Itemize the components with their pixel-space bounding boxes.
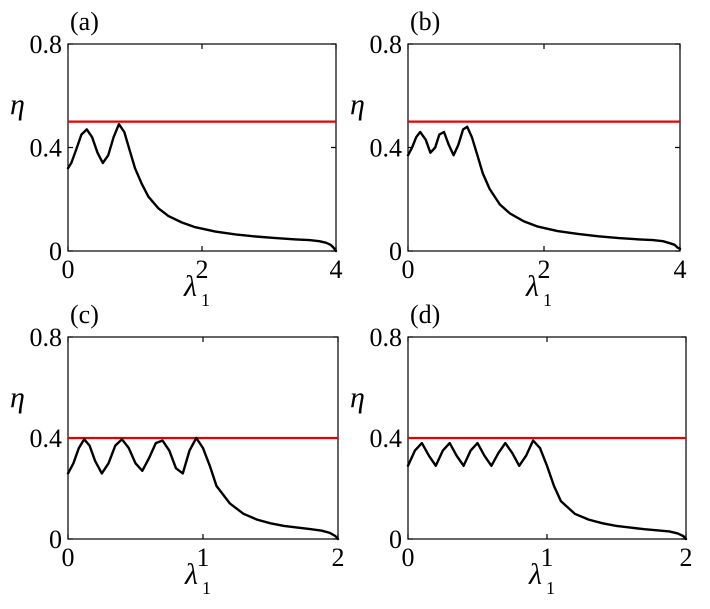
x-tick-label: 4: [674, 255, 687, 284]
x-tick-label: 2: [332, 543, 345, 572]
chart-panel-2: 0 0.4 0.8 0 1 2 (c) η λ 1: [10, 300, 345, 598]
panel-label: (c): [70, 300, 99, 329]
y-tick-label: 0.8: [370, 30, 403, 59]
chart-panel-3: 0 0.4 0.8 0 1 2 (d) η λ 1: [350, 300, 693, 598]
x-axis-label-subscript: 1: [201, 290, 210, 310]
x-axis-label: λ: [183, 270, 197, 303]
x-tick-label: 0: [62, 543, 75, 572]
x-tick-label: 2: [680, 543, 693, 572]
x-axis-label: λ: [184, 558, 198, 591]
y-tick-label: 0.4: [30, 424, 63, 453]
series-line-0: [406, 125, 682, 251]
series-line-0: [66, 436, 340, 541]
x-axis-label: λ: [528, 558, 542, 591]
y-tick-label: 0.8: [370, 323, 403, 352]
panel-label: (a): [70, 7, 99, 36]
y-tick-label: 0: [389, 525, 402, 554]
x-tick-label: 0: [402, 255, 415, 284]
y-axis-label: η: [10, 88, 25, 121]
axes-frame: [67, 43, 337, 252]
y-tick-label: 0: [49, 237, 62, 266]
y-axis-label: η: [10, 381, 25, 414]
y-axis-label: η: [350, 381, 365, 414]
panel-label: (b): [410, 7, 440, 36]
x-axis-label-subscript: 1: [202, 578, 211, 598]
chart-panel-0: 0 0.4 0.8 0 2 4 (a) η λ 1: [10, 7, 343, 310]
series-line-0: [66, 123, 338, 253]
x-axis-label-subscript: 1: [543, 290, 552, 310]
x-tick-label: 0: [402, 543, 415, 572]
x-tick-label: 4: [330, 255, 343, 284]
y-axis-label: η: [350, 88, 365, 121]
series-line-0: [406, 439, 688, 541]
panel-label: (d): [410, 300, 440, 329]
y-tick-label: 0: [389, 237, 402, 266]
x-tick-label: 0: [62, 255, 75, 284]
y-tick-label: 0.4: [370, 424, 403, 453]
y-tick-label: 0: [49, 525, 62, 554]
y-tick-label: 0.8: [30, 323, 63, 352]
x-tick-label: 1: [541, 543, 554, 572]
chart-panel-1: 0 0.4 0.8 0 2 4 (b) η λ 1: [350, 7, 687, 310]
x-axis-label: λ: [525, 270, 539, 303]
y-tick-label: 0.4: [370, 134, 403, 163]
x-tick-label: 2: [538, 255, 551, 284]
y-tick-label: 0.4: [30, 134, 63, 163]
x-tick-label: 2: [196, 255, 209, 284]
x-tick-label: 1: [197, 543, 210, 572]
x-axis-label-subscript: 1: [546, 578, 555, 598]
y-tick-label: 0.8: [30, 30, 63, 59]
